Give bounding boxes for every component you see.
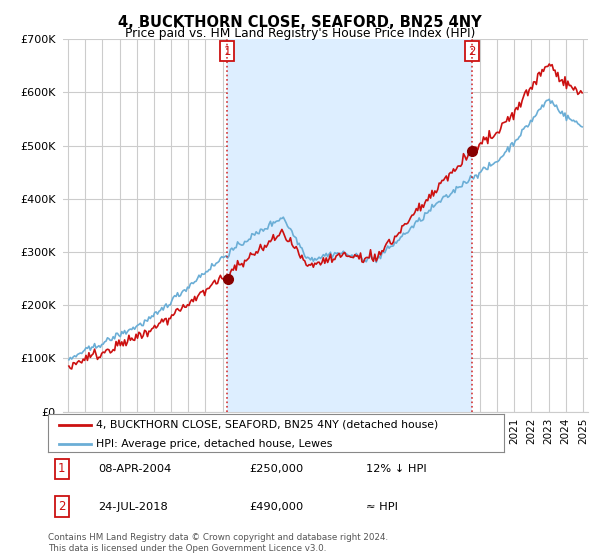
Text: Price paid vs. HM Land Registry's House Price Index (HPI): Price paid vs. HM Land Registry's House … (125, 27, 475, 40)
Bar (227, 39, 472, 412)
Text: 24-JUL-2018: 24-JUL-2018 (98, 502, 168, 511)
Text: 1: 1 (58, 462, 65, 475)
Text: ≈ HPI: ≈ HPI (365, 502, 398, 511)
Text: 1: 1 (223, 45, 231, 58)
Text: 12% ↓ HPI: 12% ↓ HPI (365, 464, 426, 474)
Text: 2: 2 (58, 500, 65, 513)
Text: HPI: Average price, detached house, Lewes: HPI: Average price, detached house, Lewe… (96, 439, 332, 449)
Text: £250,000: £250,000 (250, 464, 304, 474)
Text: 08-APR-2004: 08-APR-2004 (98, 464, 172, 474)
Text: £490,000: £490,000 (250, 502, 304, 511)
Text: Contains HM Land Registry data © Crown copyright and database right 2024.
This d: Contains HM Land Registry data © Crown c… (48, 533, 388, 553)
Text: 2: 2 (469, 45, 476, 58)
Text: 4, BUCKTHORN CLOSE, SEAFORD, BN25 4NY (detached house): 4, BUCKTHORN CLOSE, SEAFORD, BN25 4NY (d… (96, 419, 438, 430)
Text: 4, BUCKTHORN CLOSE, SEAFORD, BN25 4NY: 4, BUCKTHORN CLOSE, SEAFORD, BN25 4NY (118, 15, 482, 30)
